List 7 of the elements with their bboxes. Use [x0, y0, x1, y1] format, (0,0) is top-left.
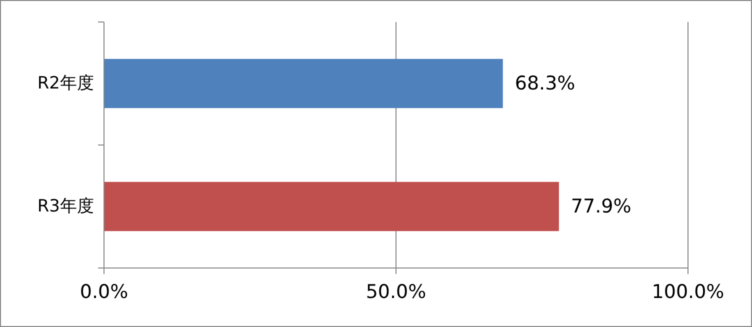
data-label: 77.9% — [570, 196, 632, 218]
y-tick-label: R3年度 — [37, 196, 94, 216]
x-tick-label: 50.0% — [366, 281, 426, 303]
x-tick-label: 100.0% — [652, 281, 724, 303]
x-tick-label: 0.0% — [80, 281, 128, 303]
y-tick-label: R2年度 — [37, 74, 94, 94]
data-label: 68.3% — [514, 72, 576, 94]
